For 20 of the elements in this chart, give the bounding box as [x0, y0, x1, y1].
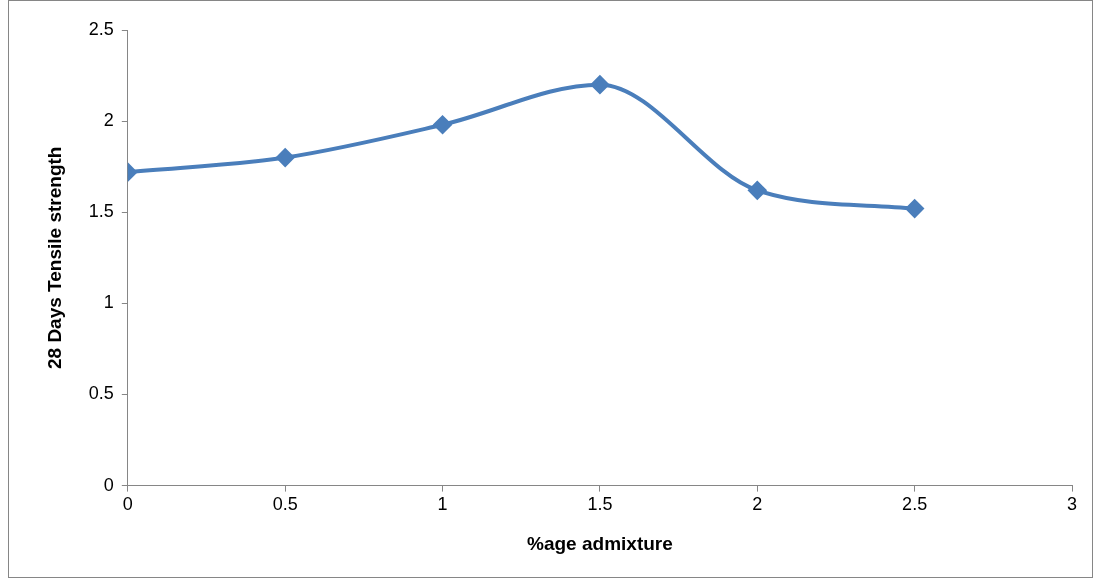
- y-tick-label: 1.5: [88, 201, 114, 222]
- x-tick-label: 0: [122, 494, 133, 515]
- x-tick-label: 2: [752, 494, 763, 515]
- point: [590, 75, 609, 94]
- point: [433, 115, 452, 134]
- x-axis-title: %age admixture: [527, 532, 673, 554]
- y-axis-title: 28 Days Tensile strength: [43, 146, 65, 370]
- x-tick-label: 1: [437, 494, 448, 515]
- point: [905, 199, 924, 218]
- x-tick-label: 2.5: [902, 494, 928, 515]
- y-tick-label: 2: [103, 110, 114, 131]
- x-tick-label: 1.5: [587, 494, 613, 515]
- x-tick-label: 3: [1066, 494, 1078, 515]
- y-tick-label: 0.5: [88, 383, 114, 404]
- point: [276, 148, 295, 167]
- y-tick-label: 1: [103, 292, 114, 313]
- y-tick-label: 2.5: [88, 18, 114, 39]
- x-tick-label: 0.5: [272, 494, 298, 515]
- point: [748, 181, 767, 200]
- y-tick-label: 0: [103, 474, 114, 495]
